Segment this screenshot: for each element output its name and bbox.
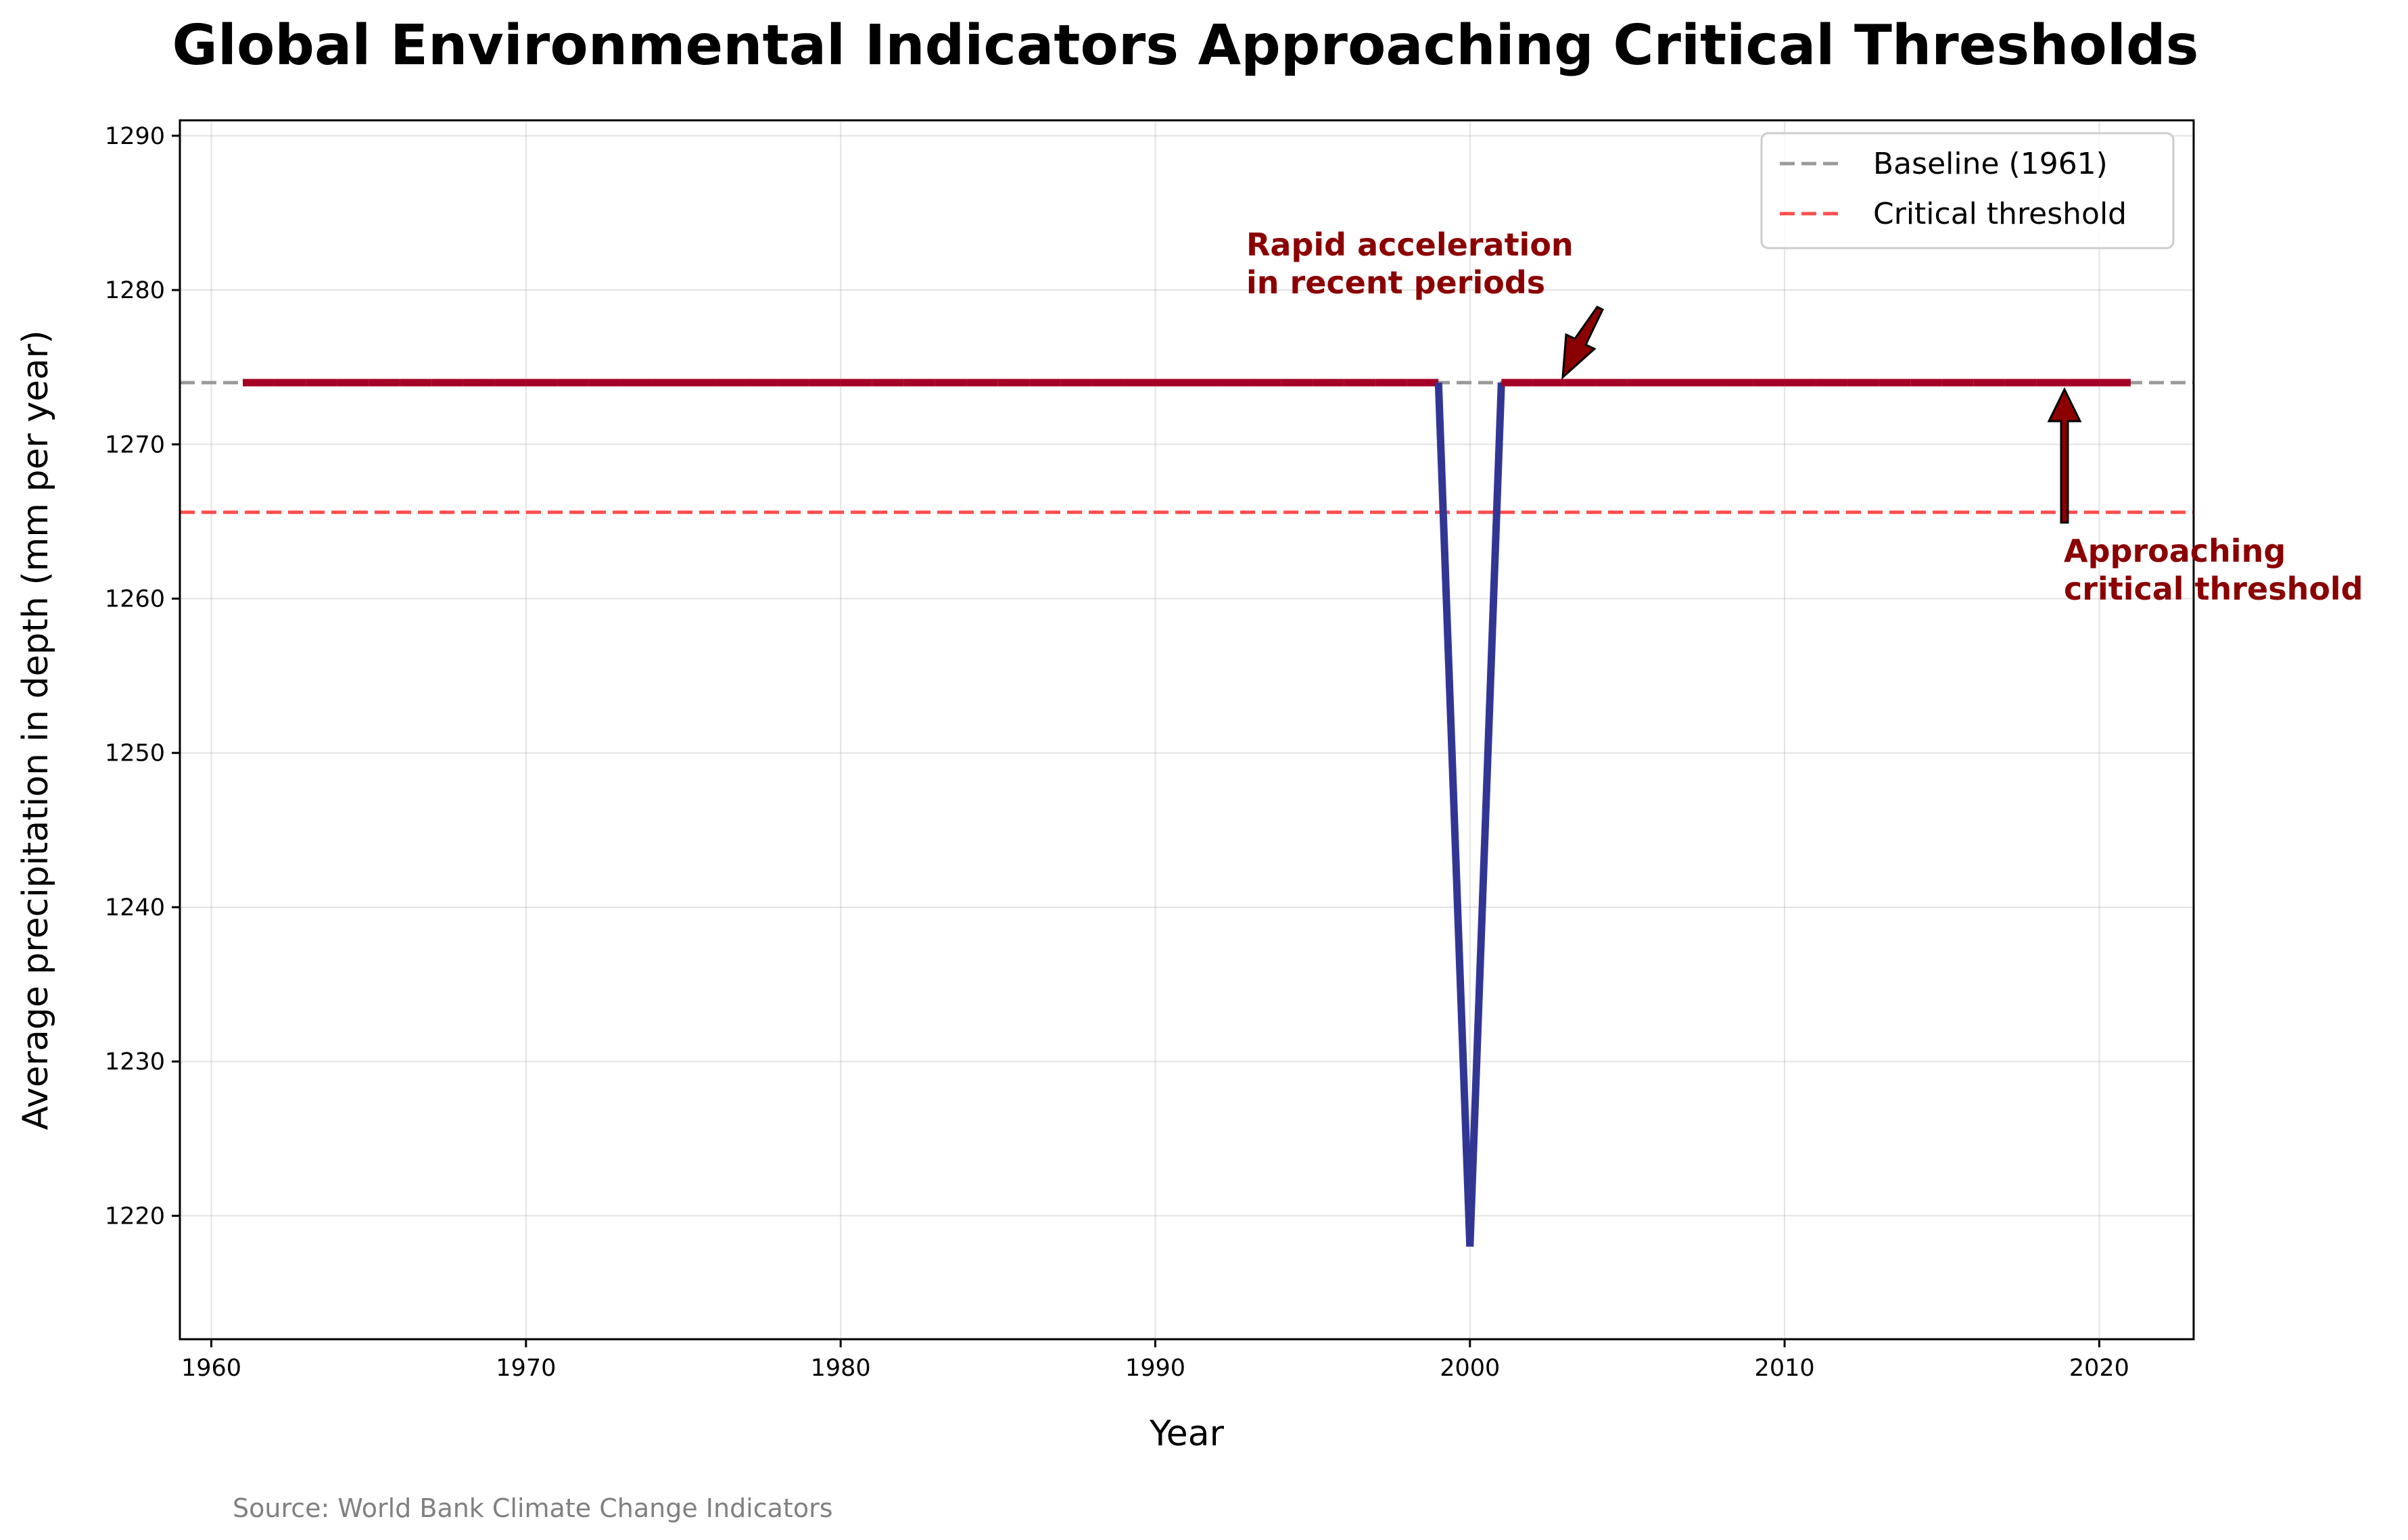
plot-frame [179, 119, 2195, 1341]
arrow-icon [1561, 306, 1604, 380]
y-tick-label: 1280 [105, 277, 165, 304]
x-tick-label: 2000 [1440, 1355, 1500, 1382]
legend-label-critical: Critical threshold [1873, 197, 2127, 231]
y-axis-label: Average precipitation in depth (mm per y… [16, 330, 56, 1130]
chart-title: Global Environmental Indicators Approach… [172, 14, 2199, 78]
y-tick-label: 1220 [105, 1203, 165, 1230]
legend-label-baseline: Baseline (1961) [1873, 147, 2108, 181]
y-axis: 1220 1230 1240 1250 1260 1270 1280 1290 [105, 123, 180, 1230]
series-segment [1434, 382, 1474, 1247]
data-series [243, 379, 2131, 1247]
annotation-rapid-line-1: Rapid acceleration [1246, 226, 1574, 263]
x-axis: 1960 1970 1980 1990 2000 2010 2020 [181, 1339, 2129, 1382]
annotation-approaching-line-1: Approaching [2064, 533, 2286, 569]
y-tick-label: 1290 [105, 123, 165, 150]
y-tick-label: 1240 [105, 894, 165, 921]
grid [180, 120, 2194, 1339]
legend: Baseline (1961) Critical threshold [1760, 132, 2175, 249]
source-note: Source: World Bank Climate Change Indica… [233, 1493, 833, 1523]
annotation-approaching-threshold: Approaching critical threshold [2047, 387, 2363, 607]
annotations: Rapid acceleration in recent periods App… [1246, 226, 2363, 607]
y-tick-label: 1230 [105, 1049, 165, 1076]
annotation-rapid-acceleration: Rapid acceleration in recent periods [1246, 226, 1604, 380]
y-tick-label: 1270 [105, 431, 165, 458]
series-segment [1466, 382, 1505, 1247]
annotation-rapid-line-2: in recent periods [1246, 264, 1545, 301]
reference-lines [180, 381, 2194, 514]
arrow-icon [2047, 387, 2082, 524]
y-tick-label: 1250 [105, 740, 165, 767]
x-tick-label: 1960 [181, 1355, 241, 1382]
annotation-approaching-line-2: critical threshold [2064, 571, 2363, 607]
x-tick-label: 2020 [2069, 1355, 2129, 1382]
x-tick-label: 1970 [496, 1355, 556, 1382]
x-axis-label: Year [1149, 1414, 1225, 1454]
x-tick-label: 1980 [811, 1355, 871, 1382]
x-tick-label: 1990 [1125, 1355, 1185, 1382]
x-tick-label: 2010 [1755, 1355, 1815, 1382]
legend-box [1760, 132, 2175, 249]
y-tick-label: 1260 [105, 586, 165, 613]
